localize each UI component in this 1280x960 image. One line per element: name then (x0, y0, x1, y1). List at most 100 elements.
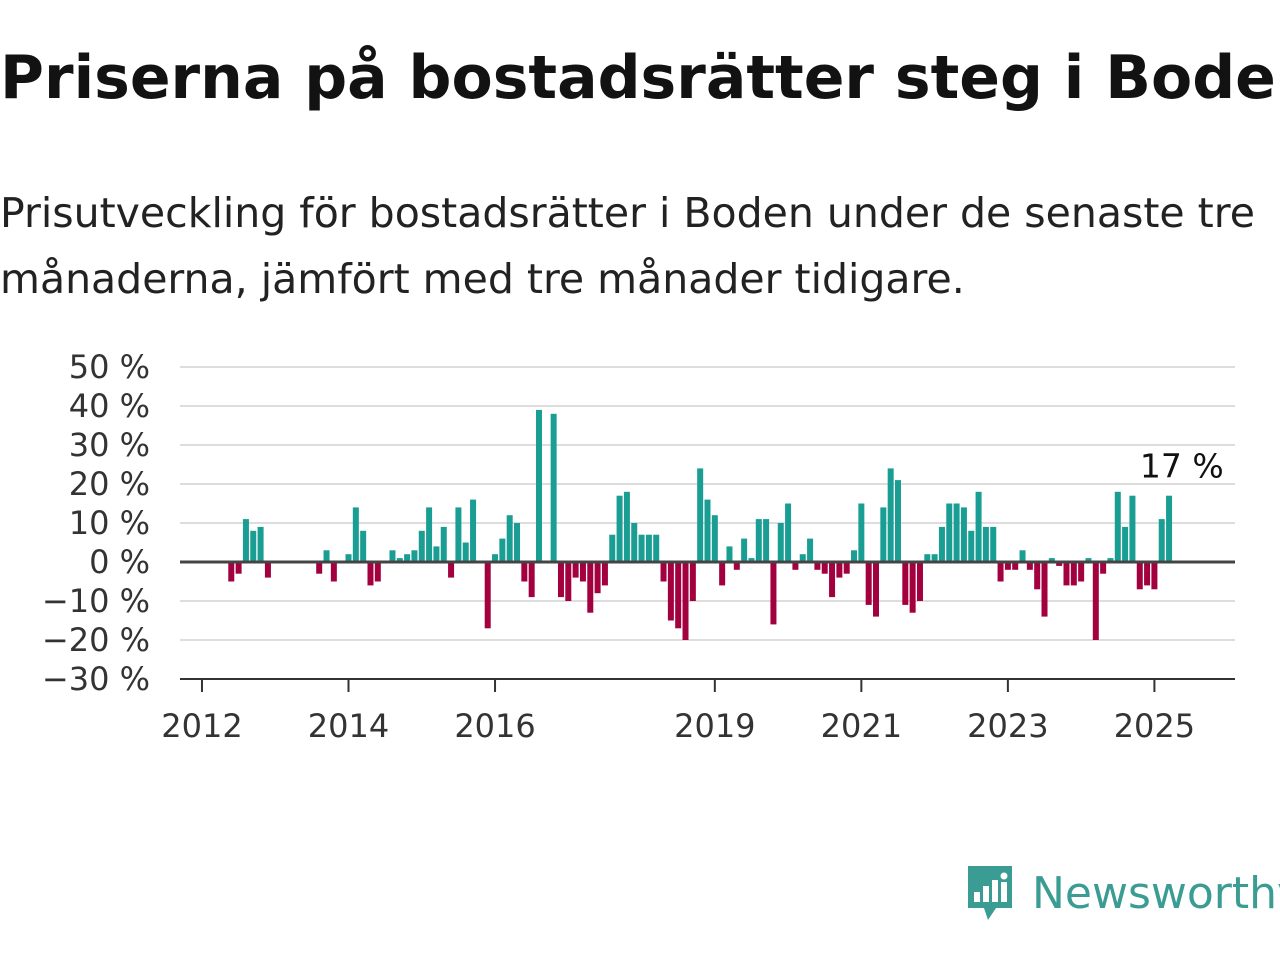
bar (1056, 562, 1063, 566)
bar (953, 503, 960, 562)
bar (733, 562, 740, 570)
bar (623, 491, 630, 562)
y-tick-label: 40 % (69, 387, 150, 425)
bar (1114, 491, 1121, 562)
newsworthy-brand-name: Newsworthy (1032, 867, 1280, 919)
bar (726, 546, 733, 562)
last-value-annotation: 17 % (1140, 447, 1224, 486)
bar (931, 554, 938, 562)
bar (1085, 558, 1092, 562)
bar (418, 530, 425, 562)
bar (440, 526, 447, 562)
bar (924, 554, 931, 562)
bar (396, 558, 403, 562)
bar (448, 562, 455, 578)
bar (587, 562, 594, 613)
y-tick-label: 10 % (69, 504, 150, 542)
bar (821, 562, 828, 574)
bar (829, 562, 836, 598)
x-tick-label: 2016 (454, 707, 535, 745)
bar (675, 562, 682, 629)
bar (638, 534, 645, 562)
x-tick-label: 2023 (967, 707, 1048, 745)
bar (601, 562, 608, 586)
bar (975, 491, 982, 562)
bar (609, 534, 616, 562)
bar (711, 515, 718, 562)
bar (1004, 562, 1011, 570)
bar (345, 554, 352, 562)
bar (330, 562, 337, 582)
newsworthy-logo-icon (968, 866, 1012, 920)
y-tick-label: 20 % (69, 465, 150, 503)
bar (653, 534, 660, 562)
bar (792, 562, 799, 570)
bar (528, 562, 535, 598)
bar (697, 468, 704, 562)
y-tick-label: −20 % (42, 621, 150, 659)
bar (843, 562, 850, 574)
bar (1048, 558, 1055, 562)
bar (579, 562, 586, 582)
bar (916, 562, 923, 601)
bar (426, 507, 433, 562)
bar (755, 519, 762, 562)
bar (323, 550, 330, 562)
bar (411, 550, 418, 562)
bar (535, 409, 542, 562)
bar (572, 562, 579, 578)
bar (645, 534, 652, 562)
bar (499, 538, 506, 562)
bar (594, 562, 601, 594)
bar (1151, 562, 1158, 590)
bar (777, 523, 784, 562)
bar (719, 562, 726, 586)
x-tick-label: 2025 (1114, 707, 1195, 745)
bar (887, 468, 894, 562)
newsworthy-logo: Newsworthy (964, 862, 1280, 924)
bar (894, 480, 901, 562)
bar (1158, 519, 1165, 562)
bar (360, 530, 367, 562)
bar (689, 562, 696, 601)
bar (367, 562, 374, 586)
bar (873, 562, 880, 617)
bar (667, 562, 674, 621)
bar (960, 507, 967, 562)
x-tick-label: 2012 (161, 707, 242, 745)
bar (682, 562, 689, 640)
bar (785, 503, 792, 562)
bar (1026, 562, 1033, 570)
bar (660, 562, 667, 582)
bar (807, 538, 814, 562)
bar (550, 413, 557, 562)
y-tick-label: 50 % (69, 348, 150, 386)
chart-title: Priserna på bostadsrätter steg i Boden (0, 43, 1280, 113)
bar (1063, 562, 1070, 586)
bar (799, 554, 806, 562)
bar (1019, 550, 1026, 562)
bar (982, 526, 989, 562)
bar (938, 526, 945, 562)
bar-chart: 50 %40 %30 %20 %10 %0 %−10 %−20 %−30 % 20… (42, 348, 1235, 745)
bar (1136, 562, 1143, 590)
y-tick-label: −10 % (42, 582, 150, 620)
bar (1078, 562, 1085, 582)
bar (1070, 562, 1077, 586)
bar (1092, 562, 1099, 640)
bar (484, 562, 491, 629)
x-tick-label: 2019 (674, 707, 755, 745)
bar (235, 562, 242, 574)
bar (1107, 558, 1114, 562)
bar (704, 499, 711, 562)
bar (1129, 495, 1136, 562)
bar (865, 562, 872, 605)
tick-labels: 50 %40 %30 %20 %10 %0 %−10 %−20 %−30 % 20… (42, 348, 1227, 745)
bar (814, 562, 821, 570)
bar (631, 523, 638, 562)
bar (242, 519, 249, 562)
bar (404, 554, 411, 562)
bar (909, 562, 916, 613)
bar (1144, 562, 1151, 586)
bar (858, 503, 865, 562)
